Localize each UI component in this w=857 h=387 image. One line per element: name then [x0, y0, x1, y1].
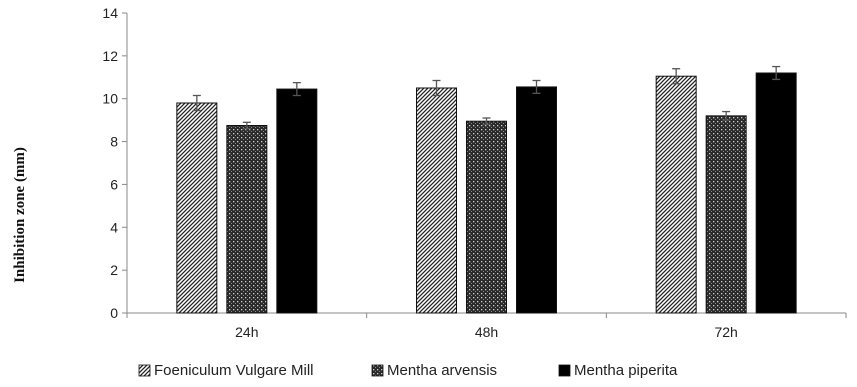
legend-label: Mentha piperita [574, 362, 678, 379]
bar [705, 115, 747, 314]
y-tick-label: 6 [110, 176, 118, 192]
legend-swatch [558, 364, 571, 377]
y-tick-label: 10 [102, 91, 118, 107]
y-tick-label: 12 [102, 48, 118, 64]
y-tick-label: 0 [110, 305, 118, 321]
legend-swatch [138, 364, 151, 377]
legend-label: Mentha arvensis [387, 362, 497, 379]
bar [176, 102, 218, 314]
bar [755, 72, 797, 314]
y-tick-label: 4 [110, 219, 118, 235]
bars [176, 65, 797, 314]
bar [516, 86, 557, 314]
axes: 0 2 4 6 8 10 12 14 24h 48h 72h [102, 5, 847, 340]
x-tick-label: 48h [475, 324, 498, 340]
bar [416, 87, 457, 314]
y-tick-label: 8 [110, 134, 118, 150]
legend-label: Foeniculum Vulgare Mill [154, 362, 314, 379]
bar [276, 88, 318, 314]
bar [226, 125, 268, 314]
bar [655, 75, 697, 314]
x-tick-label: 24h [235, 324, 258, 340]
y-tick-label: 2 [110, 262, 118, 278]
y-axis-label: Inhibition zone (mm) [12, 147, 28, 283]
legend-swatch [371, 364, 384, 377]
y-tick-label: 14 [102, 5, 118, 21]
legend: Foeniculum Vulgare Mill Mentha arvensis Me… [138, 362, 678, 379]
bar [466, 120, 507, 314]
x-tick-label: 72h [714, 324, 737, 340]
